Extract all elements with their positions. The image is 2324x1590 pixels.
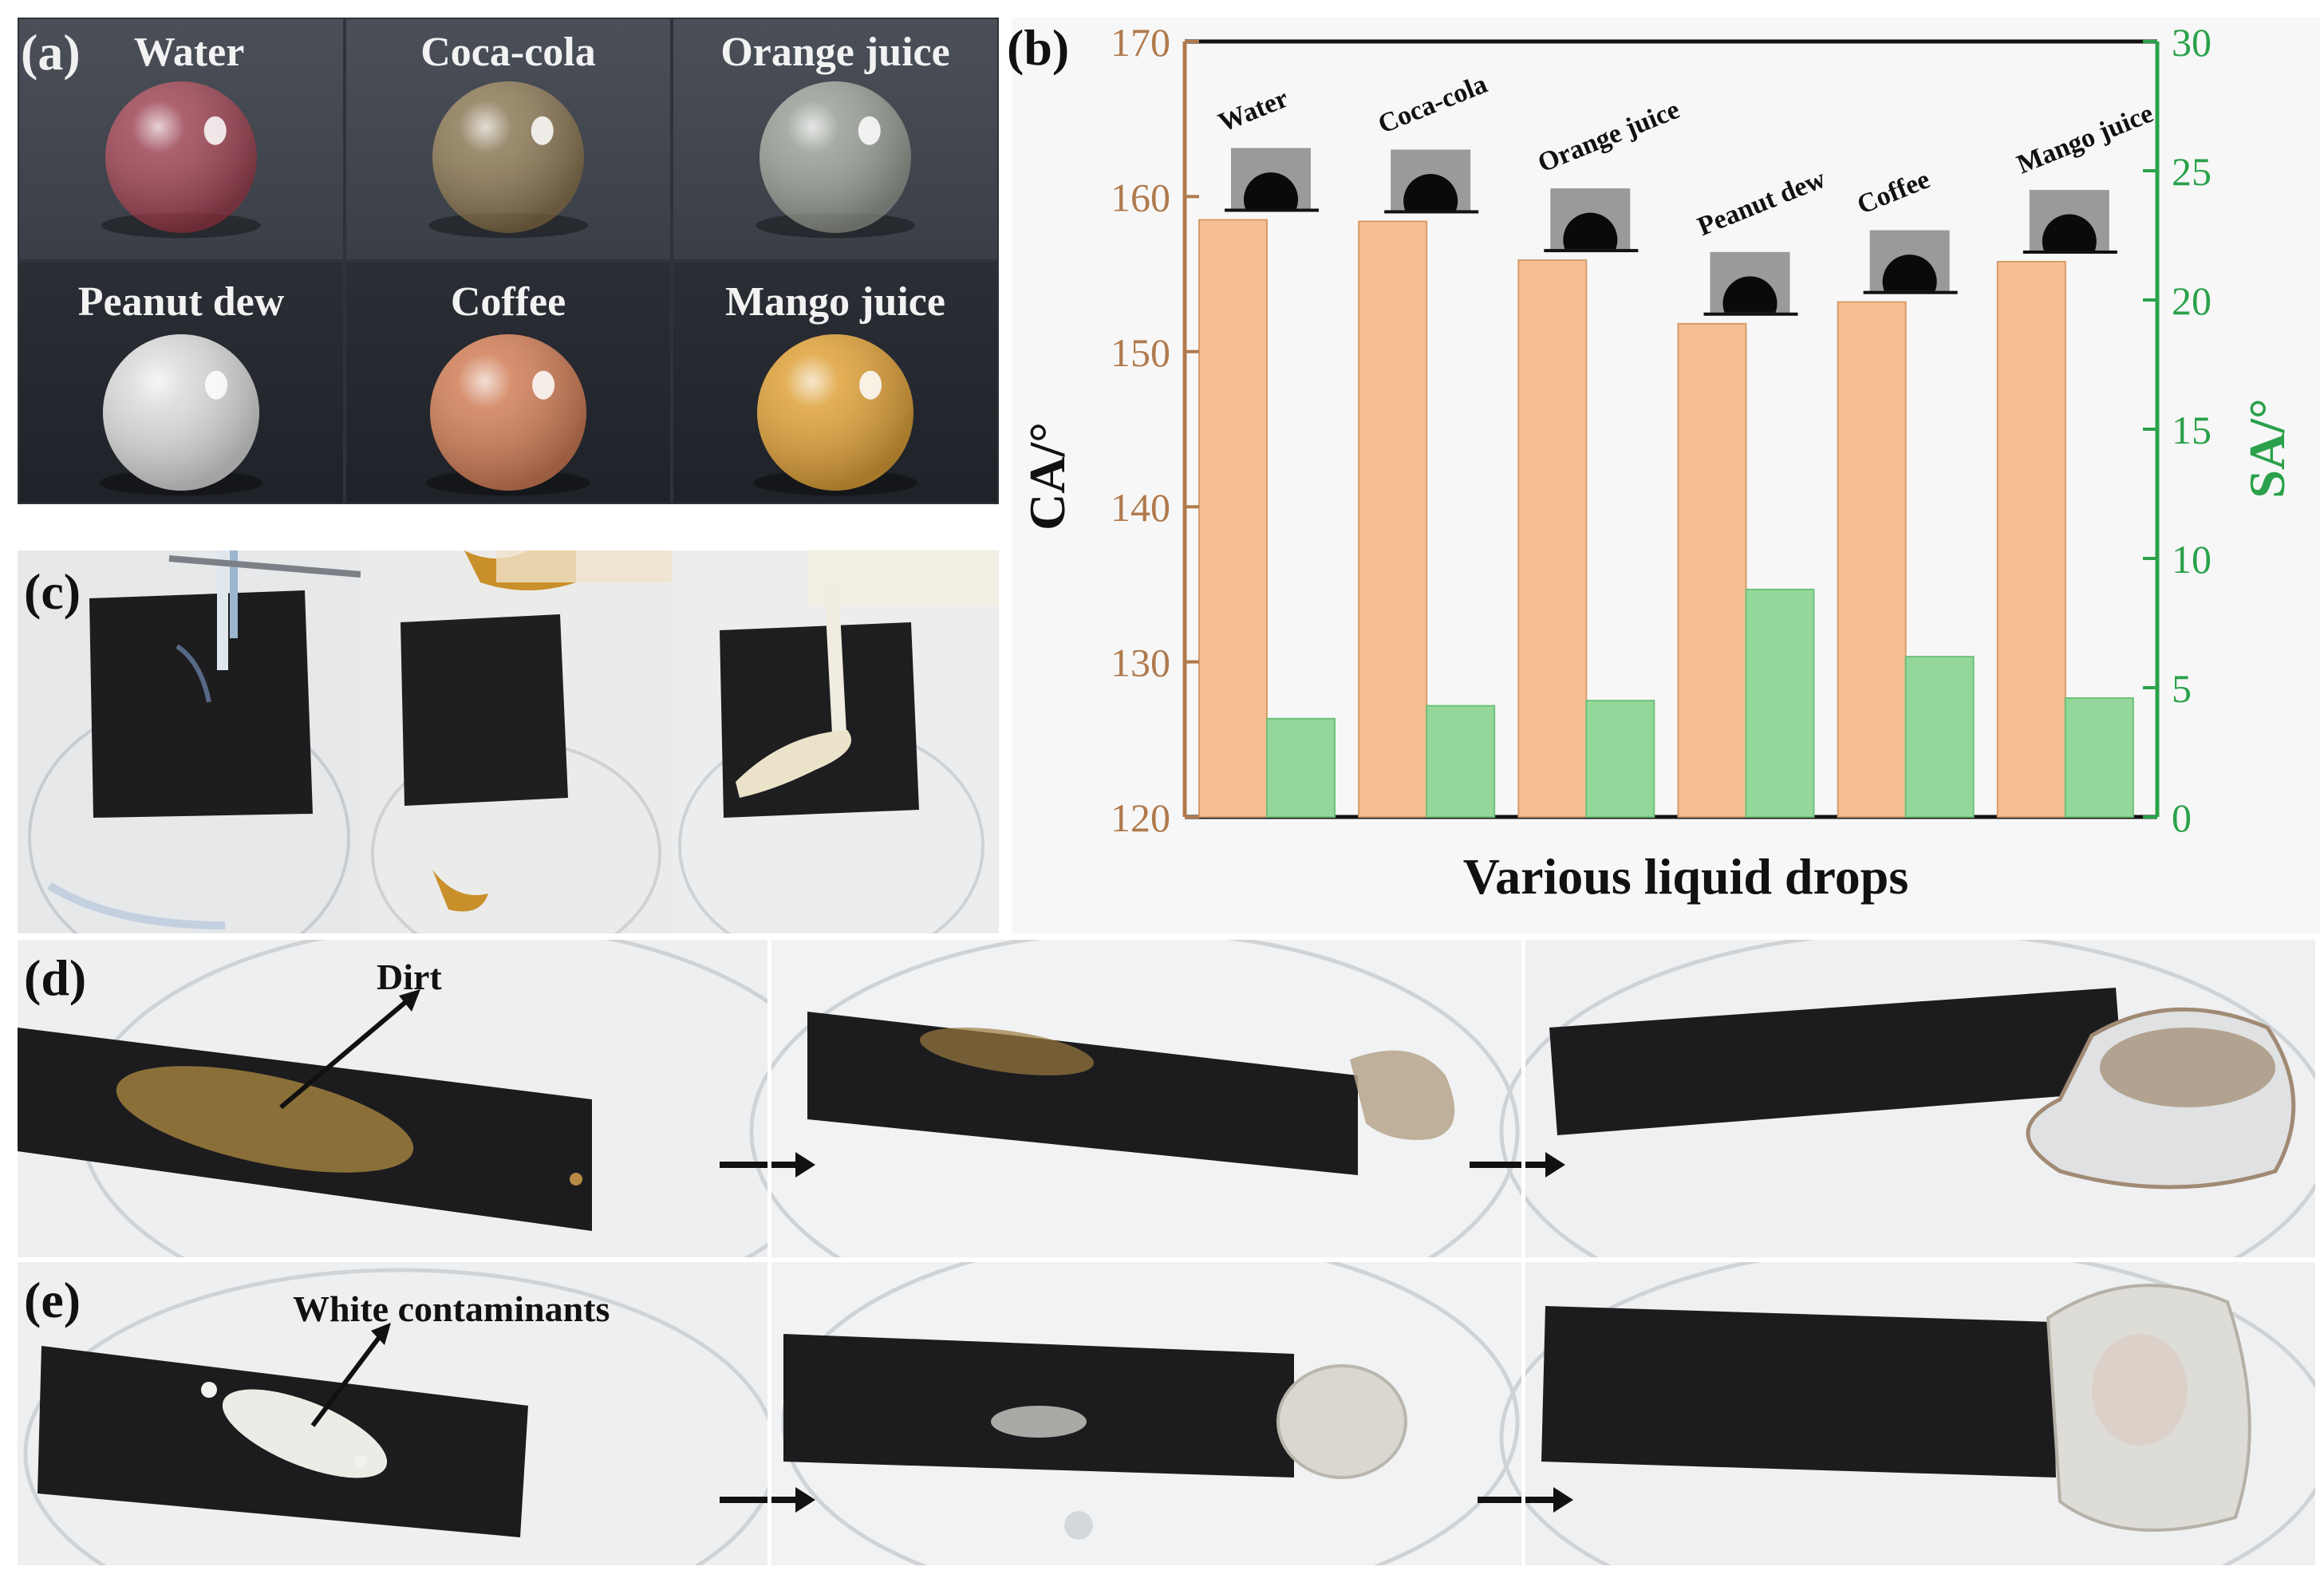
panel-e-annotation: White contaminants <box>293 1288 610 1329</box>
drop-label-orange-juice: Orange juice <box>720 30 950 75</box>
panel-e: White contaminants <box>18 1262 2315 1565</box>
panel-e-arrow-1 <box>720 1487 815 1513</box>
drop-label-mango-juice: Mango juice <box>725 279 945 325</box>
chart-category-label-orange-juice: Orange juice <box>1533 95 1683 179</box>
panel-c-label: (c) <box>24 563 81 620</box>
drop-coffee <box>426 334 590 496</box>
chart-y-axis-right-label: SA/° <box>2239 398 2295 498</box>
drop-water <box>101 81 261 239</box>
drop-inset-water <box>1225 148 1319 212</box>
panel-d-label: (d) <box>24 949 87 1006</box>
chart-category-label-peanut-dew: Peanut dew <box>1694 164 1830 242</box>
drop-inset-orange-juice <box>1544 188 1639 253</box>
bar-ca-mango-juice <box>1996 261 2066 819</box>
chart-category-label-coffee: Coffee <box>1853 164 1934 220</box>
chart-right-tick-label: 10 <box>2172 537 2212 582</box>
bar-ca-orange-juice <box>1517 259 1588 818</box>
chart-category-label-coca-cola: Coca-cola <box>1374 69 1491 140</box>
drop-inset-coffee <box>1863 230 1958 294</box>
bar-sa-water <box>1266 717 1336 819</box>
chart-category-label-water: Water <box>1214 84 1292 138</box>
panel-c-photo-2 <box>361 550 672 933</box>
panel-d-dirt-pointer <box>279 989 420 1110</box>
drop-label-peanut-dew: Peanut dew <box>77 279 285 325</box>
bar-sa-orange-juice <box>1585 700 1655 819</box>
chart-x-axis-label: Various liquid drops <box>1463 848 1909 905</box>
chart-right-tick-label: 30 <box>2172 20 2212 65</box>
bar-sa-mango-juice <box>2064 696 2134 819</box>
drop-inset-coca-cola <box>1384 149 1479 214</box>
chart-right-tick-label: 5 <box>2172 666 2192 711</box>
panel-d-photo-3 <box>1499 940 2315 1257</box>
drop-label-water: Water <box>133 30 245 75</box>
chart-left-tick-label: 140 <box>1111 485 1170 530</box>
chart-category-label-mango-juice: Mango juice <box>2013 99 2157 180</box>
panel-a: Water Coca-cola Orange juice Peanut dew Coff… <box>18 18 999 504</box>
panel-e-photo-2 <box>771 1262 1521 1565</box>
bar-sa-coca-cola <box>1426 704 1496 818</box>
panel-e-photos <box>18 1262 2315 1565</box>
panel-b-label: (b) <box>1007 19 1070 76</box>
panel-e-photo-1 <box>18 1262 778 1565</box>
chart-y-axis-label: CA/° <box>1019 422 1075 531</box>
panel-e-contaminant-pointer <box>310 1323 391 1427</box>
panel-c-photo-1 <box>18 550 361 933</box>
drop-mango-juice <box>753 334 917 496</box>
panel-b: 120 130 140 150 160 170 0 5 10 15 20 25 30 Water Coca… <box>1012 18 2320 933</box>
drop-peanut-dew <box>99 334 263 496</box>
panel-d-photo-1 <box>18 940 850 1257</box>
panel-d: Dirt <box>18 940 2315 1257</box>
drop-inset-mango-juice <box>2022 190 2117 254</box>
panel-c-photos <box>18 550 999 933</box>
panel-d-photos <box>18 940 2315 1257</box>
chart-right-tick-label: 20 <box>2172 278 2212 323</box>
chart-left-tick-label: 130 <box>1111 641 1170 685</box>
chart-right-tick-label: 15 <box>2172 408 2212 452</box>
drop-orange-juice <box>756 81 915 239</box>
panel-d-photo-2 <box>749 940 1521 1257</box>
drop-inset-peanut-dew <box>1703 251 1798 316</box>
bar-ca-peanut-dew <box>1677 322 1747 819</box>
panel-d-arrow-1 <box>720 1152 815 1178</box>
drop-label-coca-cola: Coca-cola <box>420 30 596 75</box>
panel-c-photo-3 <box>672 550 999 933</box>
chart-right-tick-label: 0 <box>2172 795 2192 840</box>
panel-e-label: (e) <box>24 1272 81 1328</box>
panel-c <box>18 550 999 933</box>
panel-a-label: (a) <box>21 24 81 81</box>
bar-sa-coffee <box>1904 656 1975 818</box>
panel-e-photo-3 <box>1499 1262 2315 1565</box>
bar-ca-water <box>1198 219 1268 818</box>
bar-ca-coffee <box>1837 301 1907 819</box>
panel-a-drops <box>19 19 997 503</box>
chart-left-tick-label: 150 <box>1111 330 1170 375</box>
chart-left-tick-label: 120 <box>1111 795 1170 840</box>
drop-label-coffee: Coffee <box>450 279 566 325</box>
contact-angle-chart: 120 130 140 150 160 170 0 5 10 15 20 25 30 Water Coca… <box>1019 20 2295 905</box>
panel-e-arrow-2 <box>1478 1487 1573 1513</box>
panel-d-annotation: Dirt <box>377 957 442 997</box>
chart-right-tick-label: 25 <box>2172 149 2212 194</box>
drop-coca-cola <box>428 81 588 239</box>
panel-d-arrow-2 <box>1470 1152 1565 1178</box>
bar-sa-peanut-dew <box>1745 588 1815 818</box>
chart-left-tick-label: 160 <box>1111 175 1170 219</box>
bar-ca-coca-cola <box>1358 220 1428 818</box>
chart-left-tick-label: 170 <box>1111 20 1170 65</box>
